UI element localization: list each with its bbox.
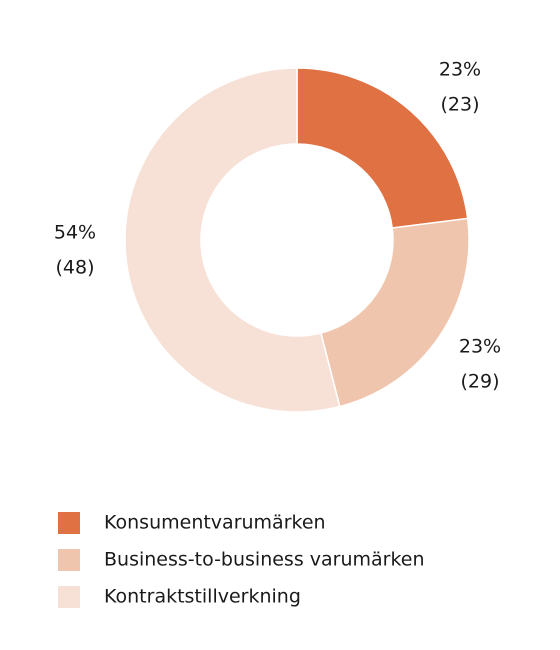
- prior-label: (48): [55, 257, 94, 279]
- donut-segment: [319, 217, 470, 408]
- legend-label: Business-to-business varumärken: [104, 549, 425, 571]
- value-label: 23%: [439, 59, 481, 81]
- legend-swatch: [58, 586, 80, 608]
- donut-segment: [296, 67, 469, 229]
- prior-label: (23): [440, 94, 479, 116]
- donut-segment: [124, 67, 341, 413]
- value-label: 23%: [459, 336, 501, 358]
- value-label: 54%: [54, 222, 96, 244]
- legend-swatch: [58, 549, 80, 571]
- legend-label: Konsumentvarumärken: [104, 512, 326, 534]
- legend-label: Kontraktstillverkning: [104, 586, 301, 608]
- prior-label: (29): [460, 371, 499, 393]
- legend-swatch: [58, 512, 80, 534]
